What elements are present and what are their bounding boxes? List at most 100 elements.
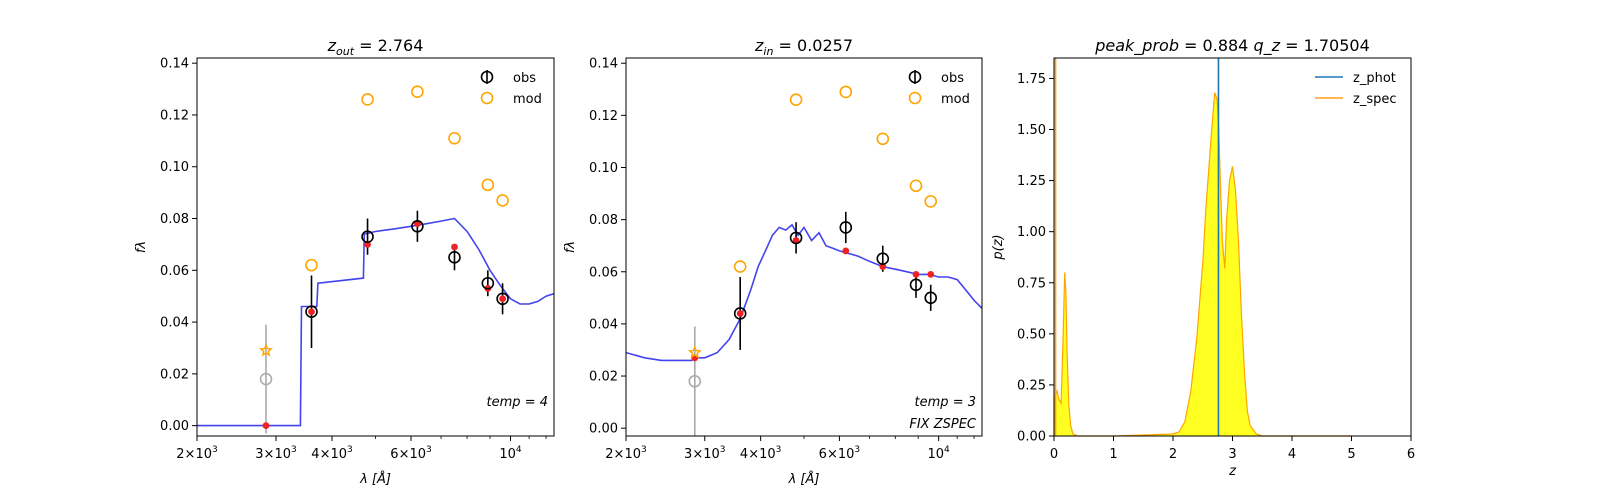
mod-point <box>448 131 461 145</box>
y-axis-label: fλ <box>563 241 578 253</box>
x-tick-base: 10 <box>759 447 776 462</box>
x-tick-exponent: 4 <box>944 445 950 455</box>
mod-point <box>876 132 890 146</box>
y-tick-label: 0.12 <box>160 108 189 123</box>
x-tick-label: 104 <box>928 445 951 462</box>
x-tick-label: 2×103 <box>176 445 217 462</box>
y-tick-label: 0.02 <box>160 367 189 382</box>
x-tick-times: × <box>185 447 196 462</box>
legend-mod-marker <box>908 91 922 105</box>
obs-point <box>909 278 923 292</box>
x-tick-base: 10 <box>409 447 426 462</box>
y-tick-label: 0.10 <box>589 161 618 176</box>
legend-obs-label: obs <box>513 71 536 86</box>
x-tick-times: × <box>399 447 410 462</box>
y-tick-label: 1.00 <box>1017 225 1046 240</box>
x-tick-label: 104 <box>499 445 522 462</box>
annotation-1: temp = 3 <box>915 395 976 410</box>
mod-point <box>789 93 803 107</box>
synthetic-flux-point <box>736 310 744 317</box>
y-tick-label: 0.14 <box>589 57 618 72</box>
title-value: = 0.0257 <box>773 36 853 55</box>
y-tick-label: 0.12 <box>589 109 618 124</box>
mod-point <box>924 195 938 208</box>
x-tick-exponent: 3 <box>854 445 860 455</box>
x-tick-label: 5 <box>1347 447 1355 462</box>
obs-point <box>305 305 318 319</box>
model-spectrum-line <box>626 223 982 362</box>
mod-star-point <box>259 343 273 357</box>
mod-star-point <box>687 345 702 359</box>
panel-title: zout = 2.764 <box>327 36 424 58</box>
legend: obs mod <box>480 70 542 107</box>
axes: 0.00 0.25 0.50 0.75 1.00 1.25 1.50 1.75 0 1 2 3 4 5 6 <box>1017 57 1415 462</box>
x-tick-mantissa: 2 <box>605 447 613 462</box>
synthetic-flux-point <box>912 270 920 278</box>
x-axis-label: z <box>1228 464 1237 479</box>
annotation-1: temp = 4 <box>487 395 548 410</box>
mod-point <box>481 178 495 192</box>
synthetic-flux-point <box>451 243 458 251</box>
pz-curve <box>1053 92 1352 437</box>
legend-mod-label: mod <box>941 92 970 107</box>
y-tick-label: 0.25 <box>1017 378 1046 393</box>
y-tick-label: 0.04 <box>589 317 618 332</box>
axes: 0.000.020.040.060.080.100.120.142×103 3×1… <box>589 57 983 462</box>
obs-point <box>481 276 495 290</box>
obs-point <box>496 292 509 306</box>
y-axis-label: p(z) <box>991 234 1006 260</box>
x-tick-times: × <box>264 447 275 462</box>
legend: obs mod <box>908 70 970 107</box>
obs-point <box>448 251 461 264</box>
x-tick-base: 10 <box>195 447 212 462</box>
axes: 0.000.020.040.060.080.100.120.142×103 3×1… <box>160 57 555 462</box>
y-tick-label: 0.00 <box>589 422 618 437</box>
x-tick-exponent: 3 <box>776 445 782 455</box>
x-tick-exponent: 3 <box>720 445 726 455</box>
title-peak-prob-variable: peak_prob <box>1094 36 1179 56</box>
legend-z-phot-label: z_phot <box>1353 71 1396 86</box>
y-tick-label: 0.08 <box>160 212 189 227</box>
x-tick-base: 10 <box>499 447 516 462</box>
sed-panel-1: 0.000.020.040.060.080.100.120.142×103 3×1… <box>134 36 555 487</box>
x-tick-label: 0 <box>1050 447 1058 462</box>
x-tick-mantissa: 4 <box>740 447 748 462</box>
x-tick-exponent: 4 <box>516 445 522 455</box>
synthetic-flux-point <box>499 295 506 303</box>
y-tick-label: 0.04 <box>160 316 189 331</box>
panel-title: peak_prob = 0.884 q_z = 1.70504 <box>1094 36 1370 56</box>
title-variable: z <box>327 36 337 55</box>
synthetic-flux-point <box>308 308 315 316</box>
axes-frame <box>196 57 555 437</box>
legend-mod-marker <box>480 91 494 105</box>
synthetic-flux-point <box>414 220 421 228</box>
title-qz-variable: q_z <box>1253 36 1280 56</box>
y-tick-label: 0.00 <box>160 419 189 434</box>
y-tick-label: 1.75 <box>1017 72 1046 87</box>
y-axis-label: fλ <box>134 241 149 253</box>
x-tick-mantissa: 6 <box>390 447 398 462</box>
x-axis-label: λ [Å] <box>788 471 820 487</box>
y-tick-label: 0.06 <box>160 264 189 279</box>
x-tick-label: 2 <box>1169 447 1177 462</box>
synthetic-flux-point <box>262 422 270 430</box>
x-tick-label: 6 <box>1407 447 1415 462</box>
x-tick-label: 2×103 <box>605 445 646 462</box>
x-tick-label: 6×103 <box>390 445 431 462</box>
obs-point <box>411 219 424 233</box>
x-tick-label: 3×103 <box>684 445 725 462</box>
x-tick-label: 3×103 <box>255 445 296 462</box>
x-tick-label: 4×103 <box>311 445 352 462</box>
x-tick-exponent: 3 <box>347 445 353 455</box>
x-axis-label: λ [Å] <box>359 471 391 487</box>
title-variable: z <box>754 36 764 55</box>
mod-point <box>909 179 923 193</box>
x-tick-exponent: 3 <box>641 445 647 455</box>
y-tick-label: 0.50 <box>1017 327 1046 342</box>
x-tick-times: × <box>614 447 625 462</box>
panel-title: zin = 0.0257 <box>754 36 853 58</box>
x-tick-mantissa: 3 <box>684 447 692 462</box>
synthetic-flux-point <box>927 270 935 278</box>
x-tick-exponent: 3 <box>426 445 432 455</box>
x-tick-base: 10 <box>624 447 641 462</box>
